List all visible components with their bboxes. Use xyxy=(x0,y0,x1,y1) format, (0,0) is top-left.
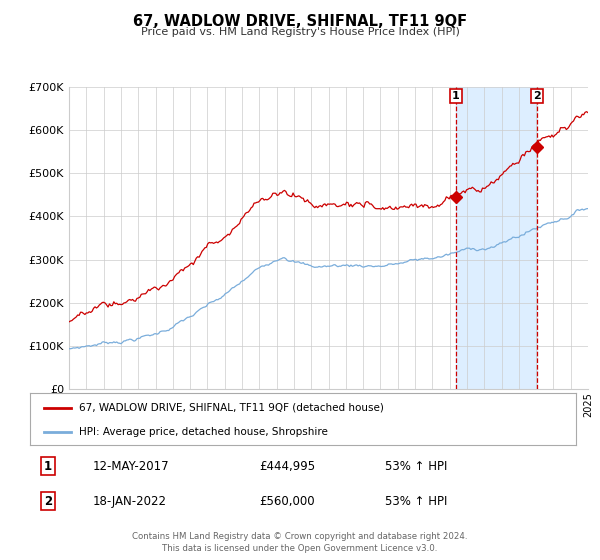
Text: This data is licensed under the Open Government Licence v3.0.: This data is licensed under the Open Gov… xyxy=(163,544,437,553)
Text: 67, WADLOW DRIVE, SHIFNAL, TF11 9QF (detached house): 67, WADLOW DRIVE, SHIFNAL, TF11 9QF (det… xyxy=(79,403,384,413)
Text: 18-JAN-2022: 18-JAN-2022 xyxy=(93,494,167,508)
Text: 53% ↑ HPI: 53% ↑ HPI xyxy=(385,460,447,473)
Text: HPI: Average price, detached house, Shropshire: HPI: Average price, detached house, Shro… xyxy=(79,427,328,437)
Text: 67, WADLOW DRIVE, SHIFNAL, TF11 9QF: 67, WADLOW DRIVE, SHIFNAL, TF11 9QF xyxy=(133,14,467,29)
Text: 1: 1 xyxy=(44,460,52,473)
Text: £444,995: £444,995 xyxy=(259,460,316,473)
Bar xyxy=(456,87,537,389)
Text: 2: 2 xyxy=(44,494,52,508)
Text: 1: 1 xyxy=(452,91,460,101)
Text: £560,000: £560,000 xyxy=(259,494,315,508)
Text: Price paid vs. HM Land Registry's House Price Index (HPI): Price paid vs. HM Land Registry's House … xyxy=(140,27,460,37)
Text: 12-MAY-2017: 12-MAY-2017 xyxy=(93,460,169,473)
Text: 53% ↑ HPI: 53% ↑ HPI xyxy=(385,494,447,508)
Text: 2: 2 xyxy=(533,91,541,101)
Text: Contains HM Land Registry data © Crown copyright and database right 2024.: Contains HM Land Registry data © Crown c… xyxy=(132,532,468,541)
